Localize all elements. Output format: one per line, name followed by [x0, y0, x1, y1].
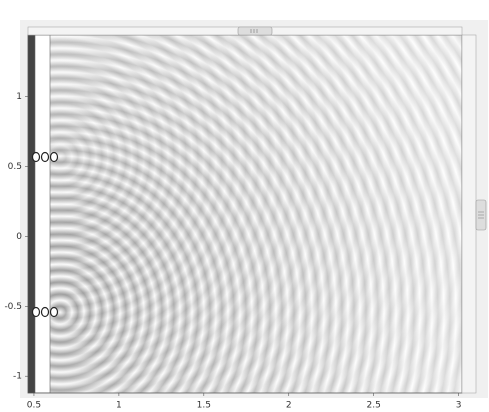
v-grip: [478, 211, 484, 219]
source-element: [40, 151, 50, 163]
x-tick-label: 2: [286, 401, 292, 411]
y-tick-label: 1: [16, 92, 22, 102]
v-scrollbar[interactable]: [461, 34, 477, 394]
source-element: [49, 306, 59, 318]
x-tick-label: 0.5: [27, 401, 41, 411]
x-tick-label: 3: [456, 401, 462, 411]
x-tick-label: 1: [116, 401, 122, 411]
y-tick-label: 0.5: [8, 162, 22, 172]
x-tick-label: 1.5: [197, 401, 211, 411]
source-element: [40, 306, 50, 318]
source-element: [31, 151, 41, 163]
source-element: [49, 151, 59, 163]
source-element: [31, 306, 41, 318]
wave-fade: [50, 35, 462, 393]
y-tick-label: -0.5: [4, 302, 22, 312]
field-image: [28, 35, 462, 393]
h-grip: [250, 29, 258, 33]
h-scroll-thumb[interactable]: [237, 26, 273, 36]
waveguide: [34, 35, 51, 393]
x-tick-label: 2.5: [367, 401, 381, 411]
boundary-strip: [28, 35, 35, 393]
y-tick-label: -1: [13, 372, 22, 382]
y-tick-label: 0: [16, 232, 22, 242]
